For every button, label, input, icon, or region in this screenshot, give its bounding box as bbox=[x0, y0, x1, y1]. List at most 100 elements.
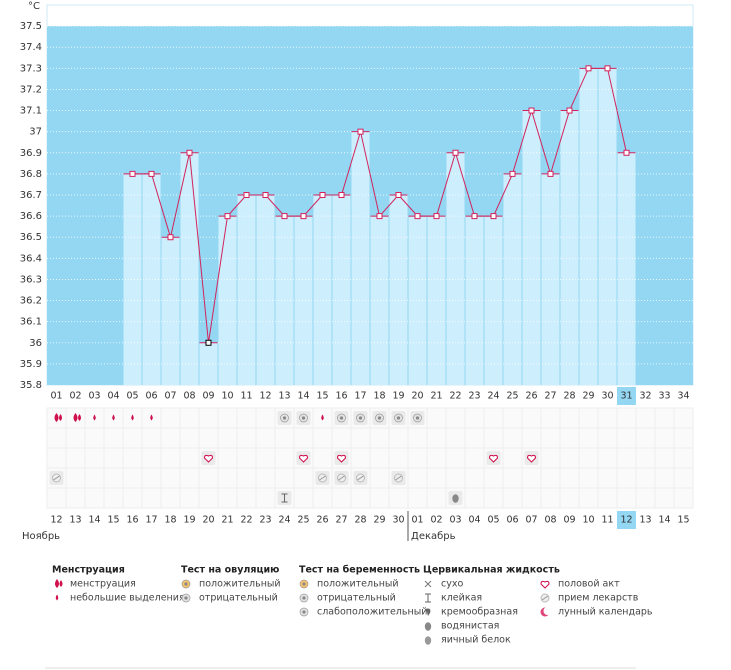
symbol-cell bbox=[103, 427, 124, 449]
symbol-cell bbox=[179, 467, 200, 489]
symbol-cell bbox=[426, 427, 447, 449]
symbol-cell bbox=[274, 447, 295, 469]
bar bbox=[161, 237, 180, 385]
symbol-cell bbox=[84, 427, 105, 449]
symbol-cell bbox=[521, 487, 542, 509]
symbol-cell bbox=[179, 487, 200, 509]
x-tick-label: 28 bbox=[563, 391, 575, 402]
point bbox=[490, 213, 497, 220]
x-tick-label: 06 bbox=[145, 391, 157, 402]
bar bbox=[579, 68, 598, 385]
date-label: 13 bbox=[69, 515, 81, 526]
x-tick-label: 27 bbox=[544, 391, 556, 402]
symbol-icon bbox=[321, 414, 324, 421]
symbol-cell bbox=[217, 407, 238, 429]
x-tick-label: 17 bbox=[354, 391, 366, 402]
point bbox=[300, 213, 307, 220]
date-label: 13 bbox=[639, 515, 651, 526]
symbol-cell bbox=[388, 427, 409, 449]
symbol-cell bbox=[502, 447, 523, 469]
symbol-cell bbox=[673, 427, 694, 449]
symbol-icon bbox=[112, 414, 115, 421]
bar bbox=[408, 216, 427, 385]
symbol-cell bbox=[597, 447, 618, 469]
symbol-cell bbox=[65, 427, 86, 449]
symbol-cell bbox=[578, 487, 599, 509]
point bbox=[167, 234, 174, 241]
point bbox=[471, 213, 478, 220]
legend-item: отрицательный bbox=[317, 593, 396, 604]
symbol-cell bbox=[654, 447, 675, 469]
date-label: 14 bbox=[658, 515, 670, 526]
point bbox=[129, 170, 136, 177]
symbol-cell bbox=[160, 487, 181, 509]
bar bbox=[370, 216, 389, 385]
symbol-cell bbox=[217, 447, 238, 469]
symbol-cell bbox=[521, 407, 542, 429]
symbol-cell bbox=[540, 467, 561, 489]
point bbox=[205, 339, 212, 346]
legend-item: половой акт bbox=[558, 579, 620, 590]
y-tick-label: 35.8 bbox=[20, 380, 42, 391]
symbol-cell bbox=[616, 427, 637, 449]
symbol-icon bbox=[150, 414, 153, 421]
date-label: 12 bbox=[50, 515, 62, 526]
date-label: 15 bbox=[107, 515, 119, 526]
symbol-cell bbox=[616, 467, 637, 489]
x-tick-label: 21 bbox=[430, 391, 442, 402]
symbol-cell bbox=[673, 407, 694, 429]
symbol-cell bbox=[65, 447, 86, 469]
y-tick-label: 37.4 bbox=[20, 42, 42, 53]
symbol-cell bbox=[217, 467, 238, 489]
symbol-cell bbox=[559, 487, 580, 509]
symbol-cell bbox=[483, 467, 504, 489]
date-label: 10 bbox=[582, 515, 594, 526]
y-tick-label: 36.2 bbox=[20, 296, 42, 307]
date-label: 17 bbox=[145, 515, 157, 526]
symbol-cell bbox=[198, 487, 219, 509]
symbol-cell bbox=[255, 447, 276, 469]
date-label: 03 bbox=[449, 515, 461, 526]
y-tick-label: 36 bbox=[29, 338, 42, 349]
x-tick-label: 09 bbox=[202, 391, 214, 402]
x-tick-label: 12 bbox=[259, 391, 271, 402]
symbol-icon bbox=[358, 416, 363, 420]
legend-item: сухо bbox=[441, 579, 463, 590]
y-tick-label: 36.9 bbox=[20, 148, 42, 159]
symbol-cell bbox=[616, 407, 637, 429]
date-label: 29 bbox=[373, 515, 385, 526]
symbol-cell bbox=[103, 487, 124, 509]
symbol-cell bbox=[654, 407, 675, 429]
symbol-cell bbox=[426, 447, 447, 469]
x-tick-label: 01 bbox=[50, 391, 62, 402]
point bbox=[338, 192, 345, 198]
symbol-cell bbox=[141, 427, 162, 449]
legend-title: Цервикальная жидкость bbox=[423, 565, 560, 576]
symbol-cell bbox=[46, 487, 67, 509]
symbol-icon bbox=[59, 414, 62, 421]
symbol-cell bbox=[312, 487, 333, 509]
symbol-cell bbox=[141, 447, 162, 469]
legend-item: яичный белок bbox=[441, 635, 511, 646]
point bbox=[148, 170, 155, 177]
date-label: 30 bbox=[392, 515, 404, 526]
symbol-cell bbox=[464, 407, 485, 429]
x-tick-label: 23 bbox=[468, 391, 480, 402]
month-label: Декабрь bbox=[411, 531, 456, 542]
symbol-cell bbox=[635, 487, 656, 509]
symbol-cell bbox=[407, 427, 428, 449]
symbol-cell bbox=[502, 467, 523, 489]
point bbox=[604, 65, 611, 72]
symbol-cell bbox=[46, 427, 67, 449]
legend-item: клейкая bbox=[441, 593, 482, 604]
x-tick-label: 11 bbox=[240, 391, 252, 402]
current-date-bg bbox=[617, 511, 636, 529]
symbol-icon bbox=[415, 416, 420, 420]
bar bbox=[351, 131, 370, 385]
x-tick-label: 22 bbox=[449, 391, 461, 402]
date-label: 04 bbox=[468, 515, 480, 526]
symbol-cell bbox=[255, 407, 276, 429]
x-tick-label: 29 bbox=[582, 391, 594, 402]
bar bbox=[484, 216, 503, 385]
y-tick-label: 36.1 bbox=[20, 317, 42, 328]
